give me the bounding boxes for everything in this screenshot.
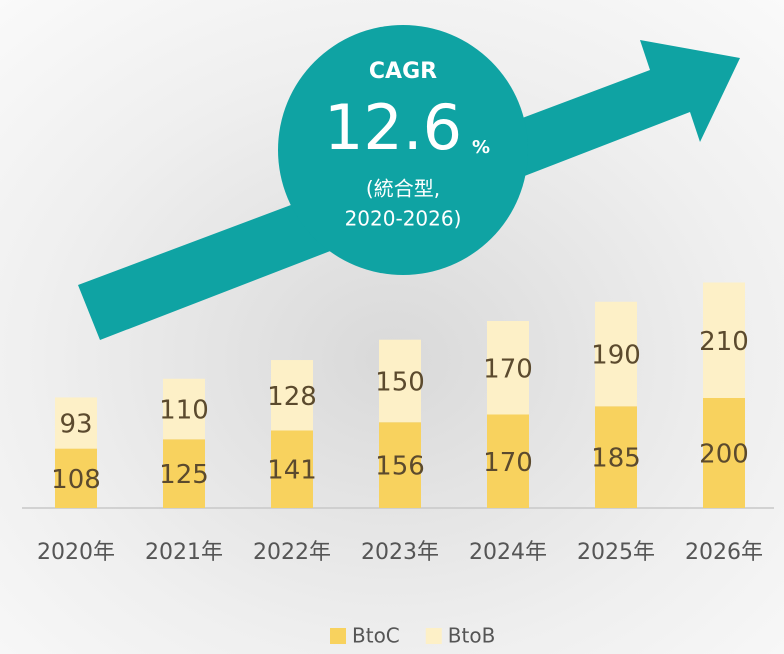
bar-segment (487, 321, 529, 415)
bar-segment (379, 339, 421, 423)
value-label: 93 (59, 410, 92, 440)
value-label: 190 (591, 341, 641, 371)
x-tick-label: 2021年 (145, 540, 223, 565)
value-label: 110 (159, 396, 209, 426)
x-tick-label: 2025年 (577, 540, 655, 565)
value-label: 125 (159, 460, 209, 490)
bar-segment (55, 397, 97, 449)
x-tick-label: 2020年 (37, 540, 115, 565)
legend-label: BtoC (352, 624, 400, 648)
bar-segment (55, 448, 97, 508)
cagr-circle (278, 25, 528, 275)
legend-swatch (425, 628, 442, 644)
bar-segment (271, 360, 313, 431)
bar-segment (163, 378, 205, 440)
x-tick-label: 2026年 (685, 540, 763, 565)
cagr-value: 12.6 (324, 91, 462, 164)
value-label: 156 (375, 452, 425, 482)
bar-segment (271, 430, 313, 508)
value-label: 170 (483, 448, 533, 478)
cagr-badge: CAGR 12.6 % (統合型, 2020-2026) (78, 25, 740, 340)
value-label: 200 (699, 440, 749, 470)
value-label: 185 (591, 444, 641, 474)
cagr-note: (統合型, (366, 177, 440, 201)
cagr-unit: % (472, 137, 490, 158)
bar-segment (595, 406, 637, 508)
bar-segment (487, 414, 529, 508)
cagr-label: CAGR (369, 59, 437, 84)
value-label: 128 (267, 382, 317, 412)
value-label: 210 (699, 327, 749, 357)
bar-segment (595, 301, 637, 407)
value-label: 141 (267, 456, 317, 486)
cagr-note: 2020-2026) (345, 207, 462, 231)
bar-segment (703, 282, 745, 398)
x-tick-label: 2022年 (253, 540, 331, 565)
value-label: 170 (483, 354, 533, 384)
legend-swatch (330, 628, 346, 644)
x-tick-label: 2023年 (361, 540, 439, 565)
value-label: 150 (375, 367, 425, 397)
x-tick-label: 2024年 (469, 540, 547, 565)
bar-segment (703, 398, 745, 508)
legend-label: BtoB (448, 624, 496, 648)
bar-segment (163, 439, 205, 508)
value-label: 108 (51, 465, 101, 495)
bar-segment (379, 422, 421, 508)
